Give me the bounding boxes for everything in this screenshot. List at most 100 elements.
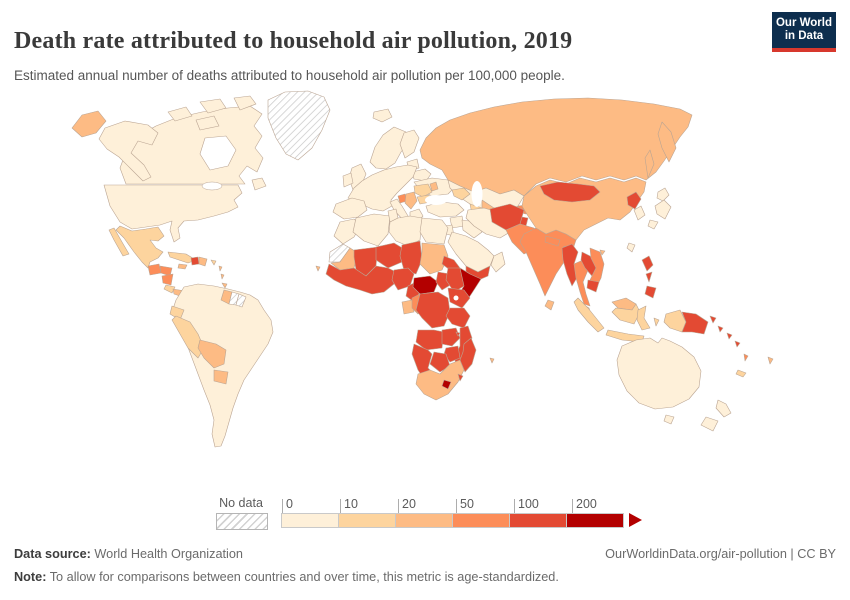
legend-bin-0-10[interactable] — [281, 513, 339, 528]
region-gabon[interactable] — [401, 299, 415, 315]
region-costa-rica[interactable] — [163, 284, 176, 294]
region-western-europe[interactable] — [347, 164, 418, 212]
region-new-caledonia[interactable] — [735, 369, 747, 378]
region-jamaica[interactable] — [177, 263, 188, 270]
region-south-korea[interactable] — [633, 205, 646, 221]
region-kamchatka[interactable] — [657, 121, 677, 163]
region-new-zealand[interactable] — [715, 399, 732, 418]
region-trinidad[interactable] — [221, 282, 228, 289]
region-japan[interactable] — [654, 199, 672, 220]
region-lesser-antilles[interactable] — [218, 265, 223, 272]
region-bolivia[interactable] — [197, 339, 227, 369]
region-south-america[interactable] — [171, 283, 274, 448]
region-arctic-island[interactable] — [233, 95, 257, 111]
region-philippines[interactable] — [645, 271, 653, 283]
region-arctic-island[interactable] — [167, 106, 193, 122]
region-sulawesi[interactable] — [636, 305, 651, 331]
legend-bin-10-20[interactable] — [338, 513, 396, 528]
region-lesser-antilles[interactable] — [220, 273, 225, 280]
region-algeria[interactable] — [352, 213, 391, 247]
region-newfoundland[interactable] — [251, 177, 267, 191]
attribution-link[interactable]: OurWorldinData.org/air-pollution | CC BY — [605, 547, 836, 561]
region-greenland[interactable] — [267, 90, 331, 161]
region-angola[interactable] — [415, 329, 445, 351]
region-central-african-republic[interactable] — [412, 275, 439, 295]
region-ireland[interactable] — [342, 172, 354, 188]
region-eswatini[interactable] — [457, 373, 464, 382]
region-iberia[interactable] — [332, 197, 368, 220]
region-zimbabwe[interactable] — [443, 345, 461, 363]
region-peru[interactable] — [171, 315, 205, 359]
region-moldova[interactable] — [429, 181, 439, 192]
region-papua-new-guinea[interactable] — [681, 311, 709, 335]
region-solomon-islands[interactable] — [717, 325, 724, 333]
region-hainan[interactable] — [599, 249, 606, 256]
map-legend: No data 0 10 20 50 100 200 — [216, 496, 642, 532]
region-mexico-baja[interactable] — [108, 227, 130, 257]
region-australia[interactable] — [616, 337, 702, 410]
region-nepal[interactable] — [544, 235, 561, 247]
region-japan[interactable] — [656, 187, 670, 202]
legend-bin-200+[interactable] — [566, 513, 624, 528]
region-chad[interactable] — [399, 240, 423, 275]
region-sumatra[interactable] — [573, 297, 605, 333]
region-tasmania[interactable] — [663, 414, 675, 425]
region-sudan[interactable] — [419, 242, 449, 275]
region-romania[interactable] — [413, 183, 433, 198]
region-solomon-islands[interactable] — [726, 332, 733, 340]
region-arctic-island[interactable] — [195, 115, 220, 131]
region-oman[interactable] — [490, 251, 506, 273]
region-maluku[interactable] — [653, 317, 660, 327]
region-guatemala[interactable] — [147, 263, 162, 276]
owid-logo[interactable]: Our World in Data — [772, 12, 836, 52]
owid-logo-line2: in Data — [784, 30, 824, 42]
region-russia-chukotka[interactable] — [71, 110, 107, 138]
world-choropleth-map[interactable] — [0, 86, 850, 494]
no-data-swatch[interactable] — [216, 513, 268, 530]
region-nicaragua[interactable] — [161, 273, 174, 286]
region-alaska[interactable] — [98, 120, 159, 182]
legend-bin-100-200[interactable] — [509, 513, 567, 528]
region-uganda-kenya[interactable] — [447, 287, 471, 309]
region-sri-lanka[interactable] — [544, 299, 555, 311]
region-west-africa[interactable] — [325, 263, 397, 295]
region-french-guiana[interactable] — [235, 293, 247, 308]
region-sakhalin[interactable] — [644, 149, 655, 179]
region-libya[interactable] — [388, 215, 423, 247]
region-haiti[interactable] — [190, 256, 200, 266]
region-japan[interactable] — [647, 219, 659, 230]
region-puerto-rico[interactable] — [210, 259, 217, 266]
region-lesotho[interactable] — [441, 379, 452, 390]
region-new-zealand[interactable] — [700, 416, 719, 432]
region-serbia-albania[interactable] — [404, 191, 418, 210]
region-solomon-islands[interactable] — [734, 340, 741, 348]
region-paraguay[interactable] — [213, 369, 229, 385]
region-mongolia[interactable] — [539, 181, 601, 203]
region-mexico[interactable] — [115, 225, 165, 269]
region-dr-congo[interactable] — [415, 291, 451, 329]
region-arctic-island[interactable] — [199, 98, 227, 114]
region-belarus[interactable] — [411, 168, 432, 182]
region-iceland[interactable] — [372, 108, 393, 123]
legend-bin-20-50[interactable] — [395, 513, 453, 528]
legend-bin-50-100[interactable] — [452, 513, 510, 528]
region-new-britain[interactable] — [709, 315, 717, 324]
region-cambodia[interactable] — [586, 279, 600, 293]
region-finland[interactable] — [399, 129, 420, 159]
region-usa[interactable] — [103, 184, 243, 243]
region-comoros[interactable] — [455, 331, 461, 337]
region-philippines[interactable] — [644, 285, 657, 299]
region-cape-verde[interactable] — [315, 265, 321, 272]
region-egypt[interactable] — [419, 217, 449, 245]
region-philippines[interactable] — [641, 255, 654, 272]
region-madagascar[interactable] — [459, 337, 477, 373]
region-caucasus[interactable] — [451, 187, 471, 201]
region-tanzania[interactable] — [445, 307, 471, 329]
region-dominican-republic[interactable] — [198, 256, 208, 267]
region-vanuatu[interactable] — [743, 353, 749, 362]
region-fiji[interactable] — [767, 356, 774, 365]
region-zambia[interactable] — [441, 327, 461, 347]
region-taiwan[interactable] — [626, 242, 636, 253]
region-north-korea[interactable] — [626, 191, 642, 210]
region-mauritius[interactable] — [489, 357, 495, 364]
